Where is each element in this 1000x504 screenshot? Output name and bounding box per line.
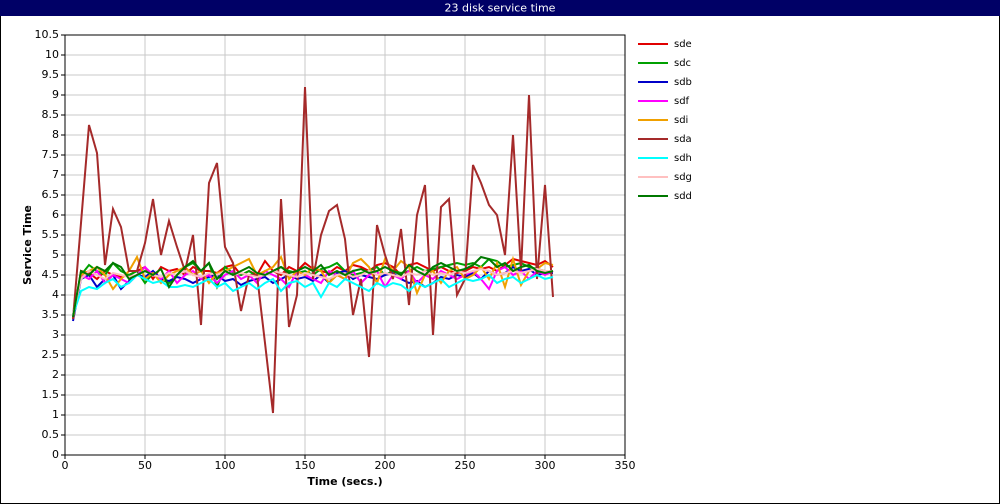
series-line (72, 255, 554, 318)
legend-label: sdg (674, 172, 692, 183)
legend-label: sdd (674, 191, 692, 202)
x-tick-label: 350 (615, 459, 636, 472)
legend-label: sdi (674, 115, 688, 126)
y-tick-label: 8 (52, 128, 59, 141)
y-tick-label: 1 (52, 408, 59, 421)
y-tick-label: 7.5 (42, 148, 60, 161)
y-tick-label: 9.5 (42, 68, 60, 81)
y-axis-label: Service Time (21, 205, 34, 285)
y-tick-label: 5 (52, 248, 59, 261)
y-tick-label: 10.5 (35, 28, 60, 41)
x-tick-label: 250 (455, 459, 476, 472)
y-tick-label: 0.5 (42, 428, 60, 441)
y-tick-label: 9 (52, 88, 59, 101)
legend-label: sdh (674, 153, 692, 164)
legend-label: sde (674, 39, 692, 50)
series-line (72, 265, 553, 322)
x-tick-label: 50 (138, 459, 152, 472)
chart-title: 23 disk service time (445, 2, 556, 15)
x-tick-label: 200 (375, 459, 396, 472)
title-bar (0, 0, 1000, 16)
y-tick-label: 3.5 (42, 308, 60, 321)
y-tick-label: 6.5 (42, 188, 60, 201)
y-tick-label: 8.5 (42, 108, 60, 121)
x-tick-label: 100 (215, 459, 236, 472)
x-axis-label: Time (secs.) (307, 475, 382, 488)
y-tick-label: 6 (52, 208, 59, 221)
x-tick-label: 300 (535, 459, 556, 472)
y-tick-label: 4.5 (42, 268, 60, 281)
y-tick-label: 4 (52, 288, 59, 301)
legend: sde sdc sdb sdf sdi sda sdh sdg sdd (638, 39, 692, 202)
y-tick-label: 5.5 (42, 228, 60, 241)
x-tick-label: 0 (62, 459, 69, 472)
y-tick-label: 0 (52, 448, 59, 461)
legend-label: sdc (674, 58, 691, 69)
series-line (72, 273, 554, 316)
lines (72, 86, 554, 414)
y-tick-label: 3 (52, 328, 59, 341)
plot-border (64, 34, 626, 456)
y-tick-label: 2 (52, 368, 59, 381)
legend-label: sdf (674, 96, 690, 107)
legend-label: sda (674, 134, 692, 145)
y-tick-label: 10 (45, 48, 59, 61)
series-line (72, 86, 554, 414)
y-tick-label: 7 (52, 168, 59, 181)
y-tick-label: 1.5 (42, 388, 60, 401)
y-tick-label: 2.5 (42, 348, 60, 361)
legend-label: sdb (674, 77, 692, 88)
x-tick-label: 150 (295, 459, 316, 472)
